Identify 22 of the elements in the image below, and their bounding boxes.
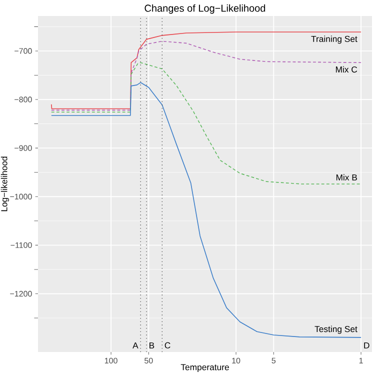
y-tick-label: −700 [14, 48, 32, 54]
series-label: Testing Set [314, 326, 358, 334]
series-label: Training Set [311, 36, 358, 44]
x-tick-label: 50 [144, 358, 153, 364]
y-tick-label: −1000 [10, 194, 32, 200]
chart-title: Changes of Log−Likelihood [144, 4, 266, 14]
y-tick-label: −900 [14, 145, 32, 151]
y-tick-label: −1100 [10, 242, 32, 248]
y-axis-title: Log−likelihood [0, 156, 9, 212]
ref-line-label: A [132, 342, 138, 348]
ref-line-label: C [164, 342, 170, 348]
y-tick-label: −800 [14, 96, 32, 102]
x-tick-label: 10 [232, 358, 240, 364]
x-tick-label: 1 [359, 358, 363, 364]
series-label: Mix B [336, 174, 357, 180]
y-tick-label: −1200 [10, 290, 32, 297]
x-tick-label: 5 [272, 358, 276, 364]
series-label: Mix C [336, 66, 358, 73]
annotation: D [364, 342, 370, 348]
ref-line-label: B [150, 342, 154, 348]
x-axis-title: Temperature [180, 364, 229, 372]
x-tick-label: 100 [104, 358, 118, 364]
